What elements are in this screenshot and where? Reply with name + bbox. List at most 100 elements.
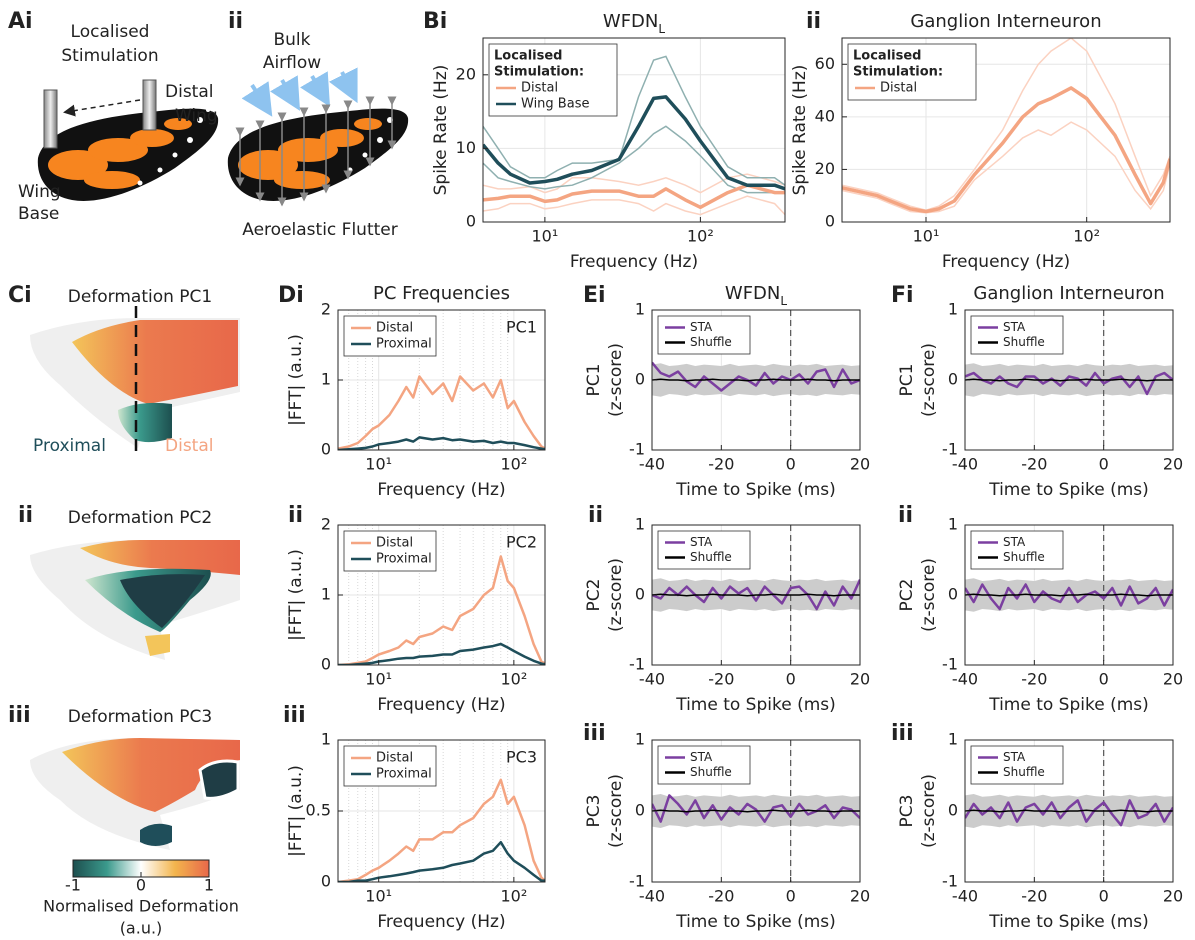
label-distal: Distal [165, 436, 213, 456]
panel-label: ii [288, 503, 303, 528]
annotation: PC3 [506, 748, 537, 767]
y-tick-label: 1 [948, 300, 958, 319]
y-tick-label: 20 [456, 64, 476, 83]
legend-label: Shuffle [690, 550, 732, 564]
y-axis-label: |FFT| (a.u.) [286, 549, 306, 641]
label-flutter: Aeroelastic Flutter [242, 220, 397, 240]
x-tick-label: 10¹ [531, 227, 558, 246]
panel-label: ii [806, 9, 821, 34]
x-tick-label: 10² [500, 455, 527, 474]
y-tick-label: 10 [456, 138, 476, 157]
x-axis-label: Frequency (Hz) [377, 480, 505, 500]
legend-title: Localised [494, 49, 562, 64]
y-tick-label: 0 [948, 801, 958, 820]
colorbar-label: Normalised Deformation [43, 897, 239, 916]
title-text: Ganglion Interneuron [973, 283, 1164, 304]
chart-title: PC Frequencies [373, 283, 510, 304]
x-tick-label: 0 [1099, 670, 1109, 689]
legend-label: STA [690, 750, 713, 764]
y-tick-label: 0 [635, 585, 645, 604]
y-axis-label: (z-score) [606, 343, 626, 417]
y-axis-label: (z-score) [919, 343, 939, 417]
chart-title: WFDNL [603, 11, 665, 36]
label-proximal: Proximal [33, 436, 106, 456]
x-tick-label: 0 [786, 455, 796, 474]
x-tick-label: 20 [850, 887, 870, 906]
title-text: PC Frequencies [373, 283, 510, 304]
y-axis-label: PC2 [897, 579, 917, 612]
legend-label: STA [1003, 750, 1026, 764]
y-axis-label: Spike Rate (Hz) [431, 65, 451, 196]
x-tick-label: 0 [1099, 455, 1109, 474]
legend-label: STA [1003, 320, 1026, 334]
panel-label: Fi [891, 283, 914, 308]
y-tick-label: 1 [635, 300, 645, 319]
legend-label: Wing Base [521, 97, 589, 112]
y-tick-label: -1 [942, 655, 958, 674]
x-tick-label: 10¹ [365, 455, 392, 474]
illustration-title: Localised [71, 22, 150, 42]
legend-label: Shuffle [690, 765, 732, 779]
panel-label: iii [891, 721, 914, 746]
stim-arrow [66, 100, 140, 112]
map-title: Deformation PC3 [68, 707, 213, 727]
x-axis-label: Frequency (Hz) [942, 252, 1070, 272]
panel-label: iii [283, 703, 306, 728]
y-tick-label: 20 [815, 159, 835, 178]
legend-label: Proximal [376, 552, 432, 567]
figure: Ai ii Bi ii Ci ii iii Di ii iii Ei ii ii… [0, 0, 1195, 940]
panel-label: iii [8, 703, 31, 728]
y-tick-label: 0 [321, 440, 331, 459]
panel-label: Ai [8, 9, 33, 34]
chart: 10¹10²012Frequency (Hz)|FFT| (a.u.)PC Fr… [286, 283, 545, 500]
x-tick-label: 10² [500, 670, 527, 689]
probe [44, 90, 57, 148]
title-text: Ganglion Interneuron [910, 11, 1101, 32]
legend-label: Distal [376, 751, 413, 766]
chart-title: Ganglion Interneuron [910, 11, 1101, 32]
y-tick-label: 1 [321, 730, 331, 749]
x-tick-label: 10² [1073, 227, 1100, 246]
y-tick-label: 40 [815, 106, 835, 125]
y-tick-label: 0 [466, 212, 476, 231]
legend-label: STA [690, 320, 713, 334]
panel-label: ii [18, 503, 33, 528]
x-tick-label: 10¹ [913, 227, 940, 246]
x-tick-label: -20 [708, 455, 734, 474]
legend-title: Stimulation: [494, 65, 584, 80]
y-axis-label: (z-score) [919, 774, 939, 848]
chart-title: WFDNL [725, 283, 787, 308]
x-axis-label: Time to Spike (ms) [675, 695, 836, 715]
y-axis-label: |FFT| (a.u.) [286, 765, 306, 857]
legend-label: Shuffle [1003, 550, 1045, 564]
x-tick-label: 20 [1163, 455, 1183, 474]
y-tick-label: -1 [942, 440, 958, 459]
legend-label: Shuffle [1003, 335, 1045, 349]
legend-label: Shuffle [1003, 765, 1045, 779]
y-tick-label: 0.5 [306, 801, 331, 820]
y-axis-label: Spike Rate (Hz) [790, 65, 810, 196]
y-axis-label: PC1 [897, 364, 917, 397]
x-tick-label: -20 [1021, 670, 1047, 689]
wing [228, 109, 408, 201]
legend-label: Distal [376, 321, 413, 336]
x-tick-label: 10² [500, 887, 527, 906]
label-distal: Wing [175, 106, 218, 126]
y-tick-label: 0 [825, 212, 835, 231]
colorbar-tick-label: 1 [204, 876, 214, 895]
x-tick-label: 0 [786, 670, 796, 689]
legend-title: Stimulation: [853, 65, 943, 80]
y-tick-label: 1 [635, 515, 645, 534]
x-axis-label: Time to Spike (ms) [988, 912, 1149, 932]
x-tick-label: 10¹ [365, 670, 392, 689]
y-axis-label: PC2 [584, 579, 604, 612]
y-tick-label: 2 [321, 300, 331, 319]
legend-label: Distal [376, 536, 413, 551]
panel-label: Di [278, 283, 304, 308]
x-tick-label: 10¹ [365, 887, 392, 906]
y-axis-label: |FFT| (a.u.) [286, 334, 306, 426]
chart: -40-20020-101Time to Spike (ms)PC1(z-sco… [584, 283, 870, 500]
x-tick-label: 20 [1163, 887, 1183, 906]
y-tick-label: 0 [635, 801, 645, 820]
